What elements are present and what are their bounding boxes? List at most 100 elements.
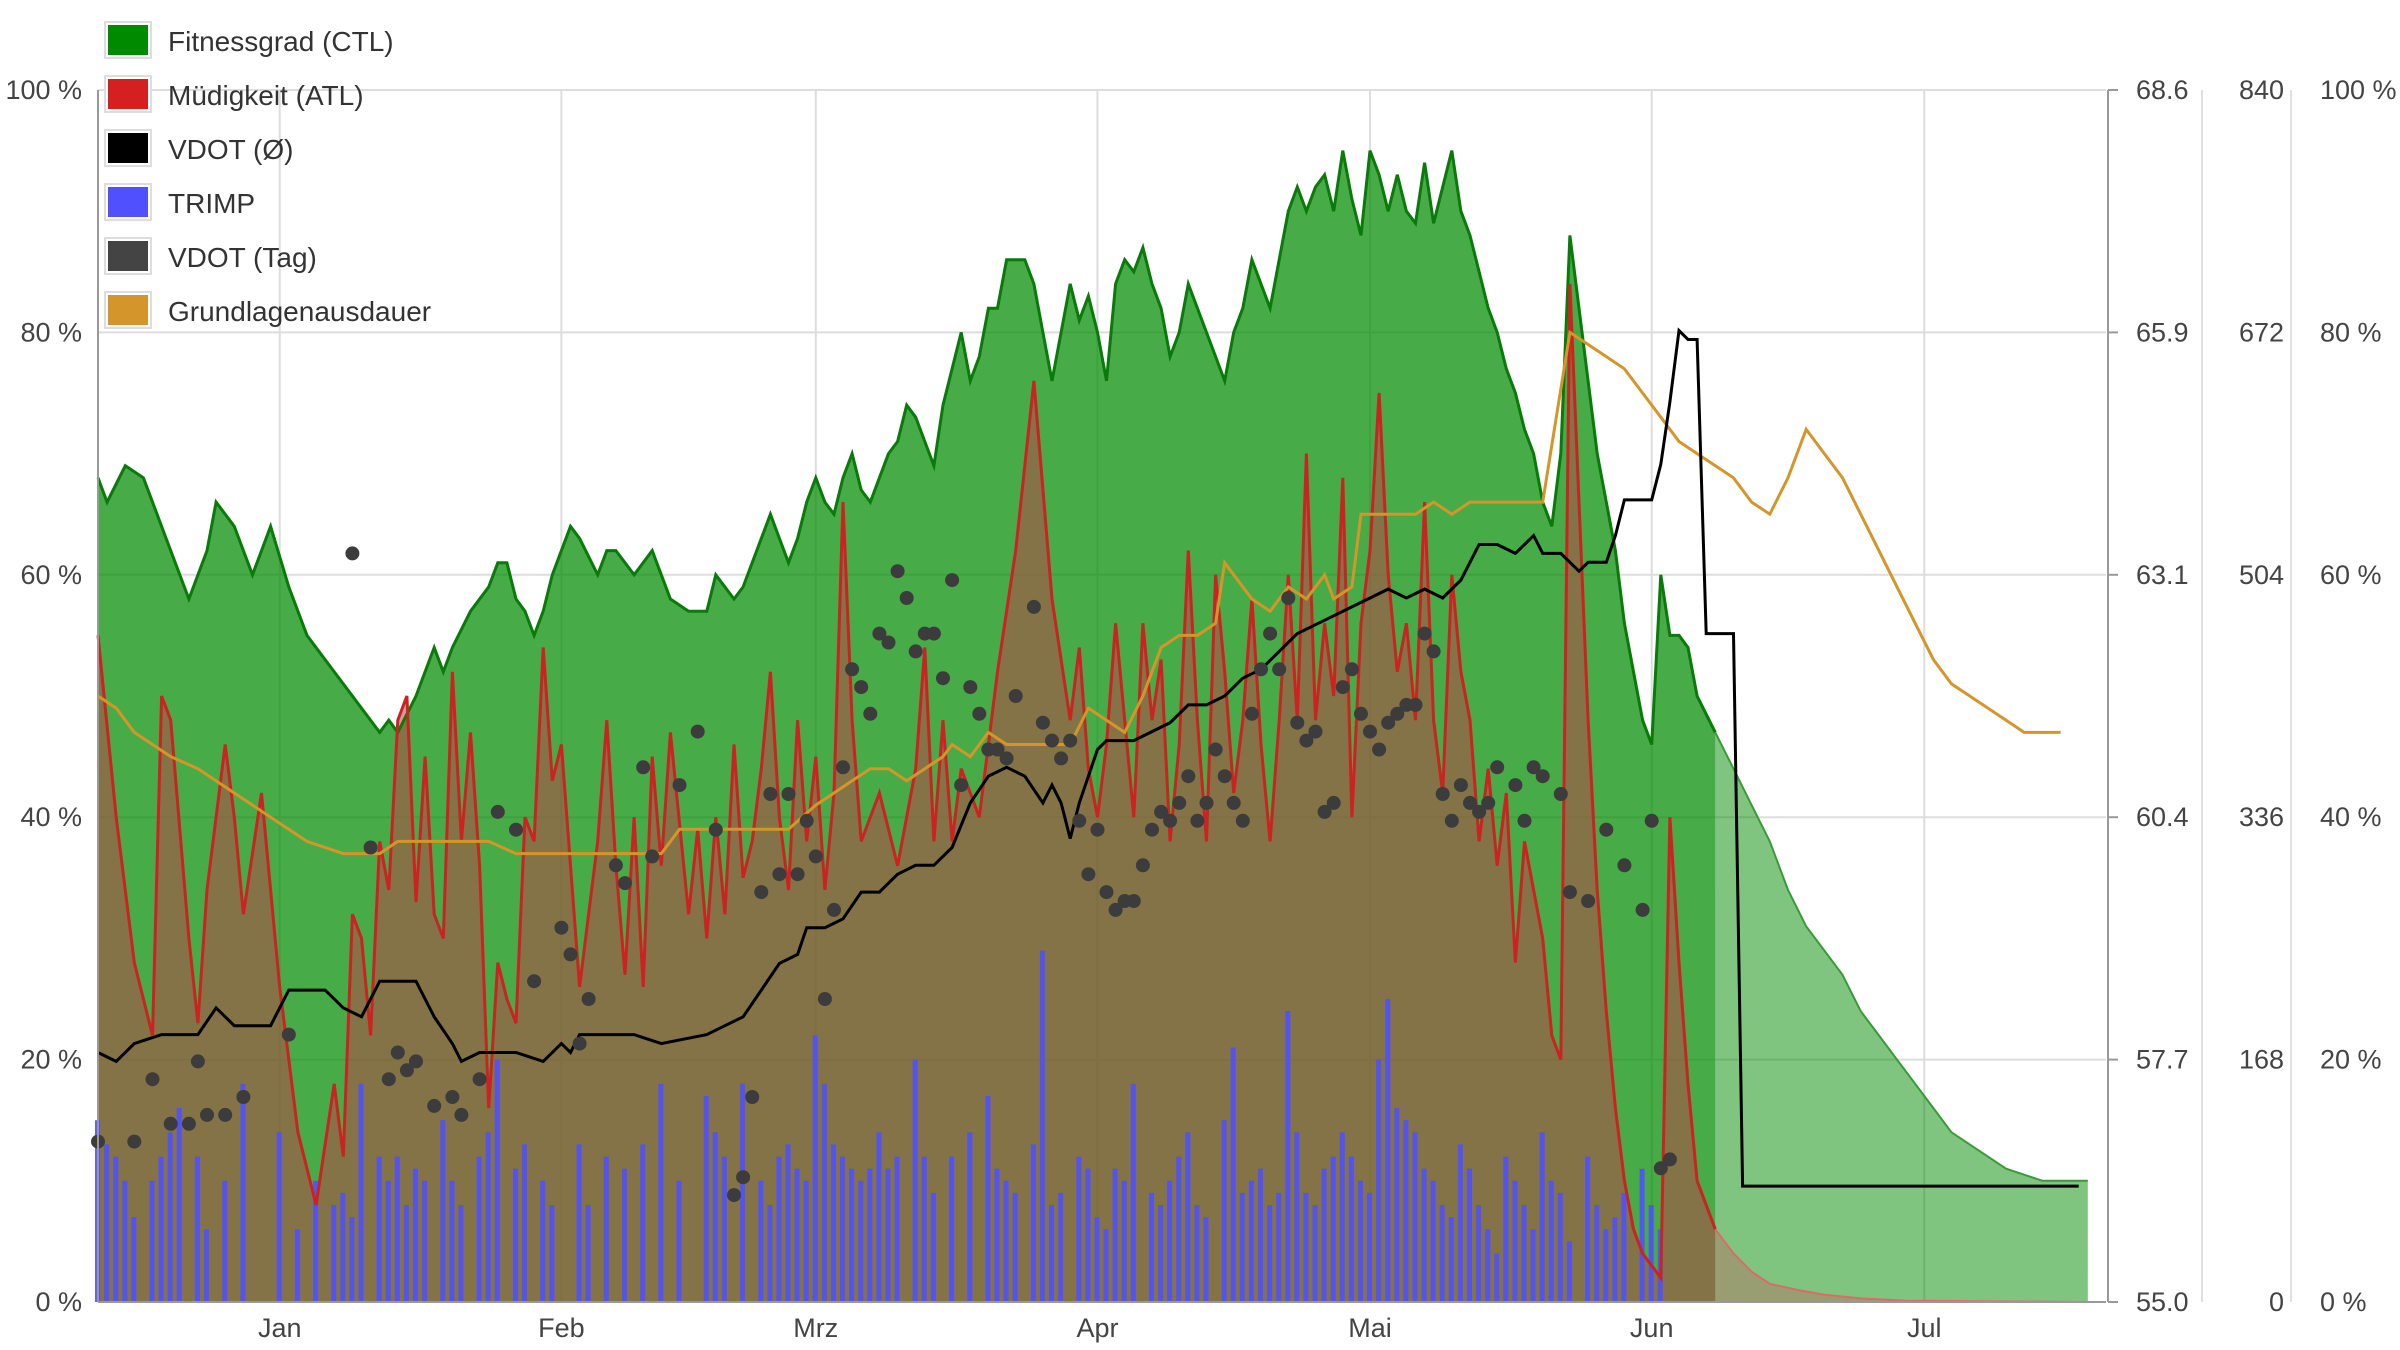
vdot-day-point	[1553, 787, 1568, 801]
vdot-day-point	[1235, 813, 1250, 828]
trimp-tick-label: 840	[2239, 75, 2284, 105]
vdot-day-point	[1163, 813, 1178, 828]
right-percent-tick-label: 40 %	[2320, 802, 2382, 832]
trimp-bar	[1085, 1168, 1091, 1302]
trimp-bar	[721, 1156, 727, 1302]
vdot-day-point	[1490, 760, 1505, 775]
trimp-bar	[1376, 1059, 1382, 1302]
vdot-day-point	[708, 822, 723, 837]
trimp-bar	[803, 1180, 809, 1302]
left-percent-tick-label: 20 %	[20, 1045, 82, 1075]
vdot-tick-label: 60.4	[2136, 802, 2189, 832]
vdot-day-point	[1463, 795, 1477, 810]
trimp-bar	[740, 1083, 746, 1302]
vdot-day-point	[1381, 715, 1396, 730]
vdot-day-point	[1308, 724, 1323, 739]
vdot-day-point	[1072, 813, 1087, 828]
vdot-day-point	[1635, 902, 1650, 917]
trimp-bar	[1358, 1180, 1363, 1302]
left-percent-tick-label: 40 %	[20, 802, 82, 832]
trimp-bar	[1094, 1217, 1100, 1302]
vdot-day-point	[1581, 894, 1596, 908]
trimp-bar	[1167, 1180, 1173, 1302]
trimp-bar	[1294, 1132, 1300, 1302]
trimp-tick-label: 672	[2239, 317, 2284, 347]
trimp-bar	[1121, 1180, 1127, 1302]
trimp-bar	[785, 1144, 791, 1302]
vdot-tick-label: 63.1	[2136, 560, 2189, 590]
vdot-day-point	[1435, 787, 1450, 801]
x-tick-label: Mai	[1348, 1313, 1392, 1343]
trimp-bar	[712, 1132, 718, 1302]
vdot-day-point	[1526, 760, 1541, 775]
trimp-bar	[1539, 1132, 1545, 1302]
vdot-day-point	[190, 1054, 205, 1069]
trimp-bar	[376, 1156, 382, 1302]
trimp-bar	[1194, 1205, 1200, 1302]
vdot-day-point	[854, 680, 869, 695]
vdot-day-point	[490, 804, 505, 819]
vdot-day-point	[1444, 813, 1459, 828]
trimp-bar	[276, 1132, 282, 1302]
trimp-bar	[1566, 1241, 1572, 1302]
trimp-bar	[812, 1035, 818, 1302]
vdot-day-point	[1263, 626, 1278, 641]
trimp-bar	[331, 1205, 337, 1302]
trimp-bar	[1103, 1229, 1109, 1302]
vdot-day-point	[581, 992, 596, 1006]
x-tick-label: Jan	[258, 1313, 302, 1343]
vdot-day-point	[1653, 1161, 1668, 1176]
x-tick-label: Jul	[1907, 1313, 1942, 1343]
right-percent-tick-label: 0 %	[2320, 1287, 2367, 1317]
vdot-day-point	[1099, 885, 1114, 900]
trimp-bar	[1439, 1205, 1445, 1302]
vdot-day-point	[1054, 751, 1069, 766]
vdot-day-point	[1617, 858, 1632, 873]
trimp-bar	[1639, 1168, 1645, 1302]
vdot-day-point	[218, 1107, 233, 1122]
vdot-day-point	[236, 1090, 251, 1104]
vdot-day-point	[1354, 706, 1368, 721]
grundlagenausdauer-line	[97, 329, 2061, 856]
trimp-tick-label: 504	[2239, 560, 2284, 590]
trimp-bar	[603, 1156, 609, 1302]
trimp-bar	[513, 1168, 518, 1302]
trimp-bars	[95, 950, 1663, 1302]
vdot-day-point	[127, 1134, 142, 1149]
vdot-day-point	[1426, 644, 1441, 659]
trimp-bar	[703, 1096, 709, 1302]
vdot-day-point	[509, 822, 523, 837]
trimp-bar	[113, 1156, 119, 1302]
trimp-bar	[1248, 1180, 1254, 1302]
trimp-bar	[1276, 1192, 1282, 1302]
trimp-bar	[894, 1156, 900, 1302]
vdot-day-point	[454, 1107, 469, 1122]
vdot-day-point	[1317, 804, 1332, 819]
vdot-day-point	[281, 1027, 296, 1042]
vdot-day-point	[1154, 804, 1169, 819]
line-series	[96, 150, 2088, 1303]
trimp-bar	[794, 1168, 800, 1302]
trimp-bar	[440, 1120, 446, 1302]
vdot-day-point	[745, 1090, 760, 1104]
trimp-bar	[1557, 1192, 1563, 1302]
ctl-line	[96, 150, 1717, 746]
trimp-bar	[1003, 1180, 1009, 1302]
vdot-day-point	[808, 849, 823, 864]
trimp-bar	[1049, 1205, 1054, 1302]
trimp-bar	[1530, 1229, 1536, 1302]
trimp-bar	[458, 1205, 464, 1302]
trimp-bar	[449, 1180, 455, 1302]
vdot-day-point	[1481, 795, 1496, 810]
vdot-day-point	[672, 778, 687, 793]
trimp-bar	[104, 1144, 110, 1302]
atl-forecast-line	[1714, 1228, 2088, 1303]
vdot-day-point	[1417, 626, 1432, 641]
vdot-day-point	[1472, 804, 1487, 819]
vdot-day-point	[1145, 822, 1159, 837]
vdot-day-point	[200, 1107, 214, 1122]
vdot-day-point	[636, 760, 651, 775]
vdot-day-point	[527, 974, 542, 989]
vdot-day-point	[608, 858, 623, 873]
vdot-day-point	[345, 546, 360, 561]
